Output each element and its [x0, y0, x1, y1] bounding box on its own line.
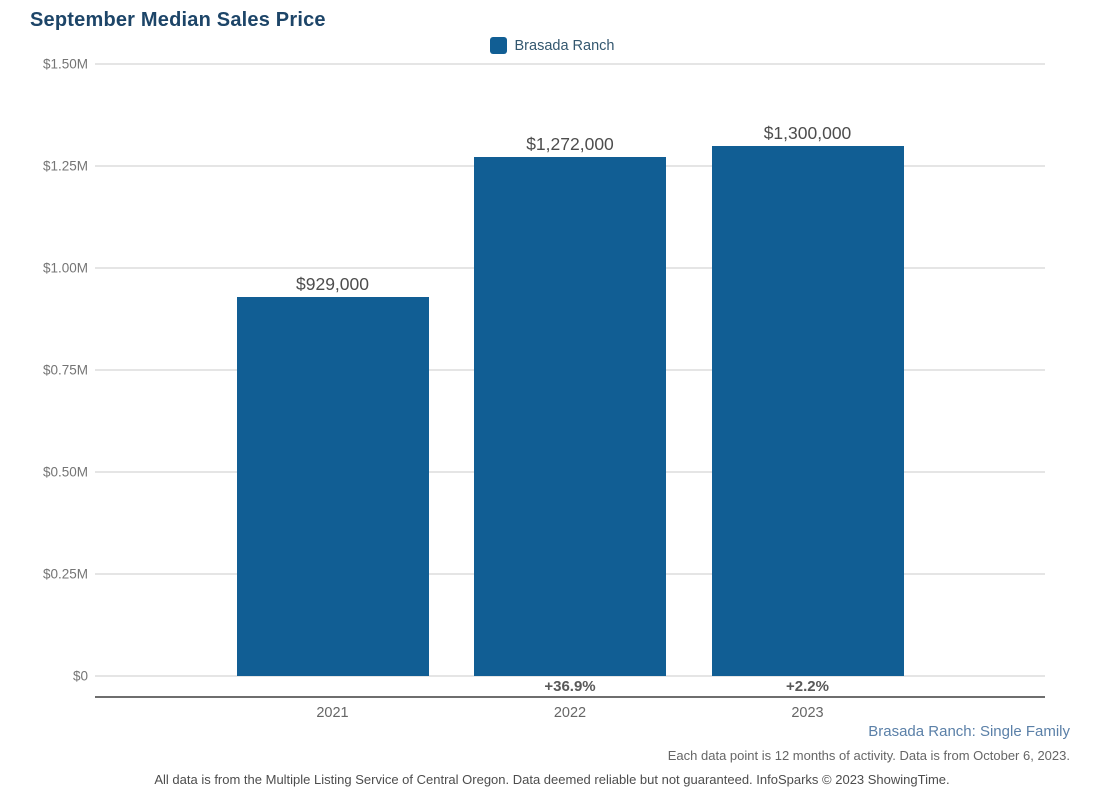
legend[interactable]: Brasada Ranch	[0, 37, 1104, 54]
series-note: Brasada Ranch: Single Family	[868, 723, 1070, 740]
bar-2021[interactable]	[237, 297, 429, 676]
bar-value-label-2021: $929,000	[296, 274, 369, 294]
y-axis-tick-label: $0.75M	[42, 362, 88, 378]
y-axis-tick-label: $0.50M	[42, 464, 88, 480]
legend-swatch-icon	[489, 37, 507, 54]
y-axis-labels: $1.50M $1.25M $1.00M $0.75M $0.50M $0.25M $0	[0, 57, 88, 684]
chart-title: September Median Sales Price	[30, 9, 326, 31]
legend-label: Brasada Ranch	[514, 37, 615, 54]
pct-change-label-2022: +36.9%	[544, 678, 596, 695]
bar-2022[interactable]	[474, 157, 666, 676]
plot-area: $929,000 $1,272,000 $1,300,000	[95, 63, 1045, 677]
bar-2023[interactable]	[712, 146, 904, 676]
y-axis-tick-label: $1.50M	[42, 56, 88, 72]
y-axis-tick-label: $0.25M	[42, 566, 88, 582]
bar-value-label-2022: $1,272,000	[526, 134, 614, 154]
x-axis-label-2022: 2022	[553, 705, 587, 721]
data-note: Each data point is 12 months of activity…	[667, 748, 1070, 763]
x-axis-label-2021: 2021	[316, 705, 349, 721]
gridline	[95, 675, 1045, 677]
gridline	[95, 63, 1045, 65]
pct-change-label-2023: +2.2%	[786, 678, 829, 695]
y-axis-tick-label: $1.25M	[42, 158, 88, 174]
x-axis-label-2023: 2023	[791, 705, 824, 721]
bar-value-label-2023: $1,300,000	[763, 123, 852, 143]
y-axis-tick-label: $0	[72, 668, 88, 684]
y-axis-tick-label: $1.00M	[42, 260, 88, 276]
x-axis-line	[95, 696, 1045, 698]
disclaimer: All data is from the Multiple Listing Se…	[154, 772, 950, 787]
